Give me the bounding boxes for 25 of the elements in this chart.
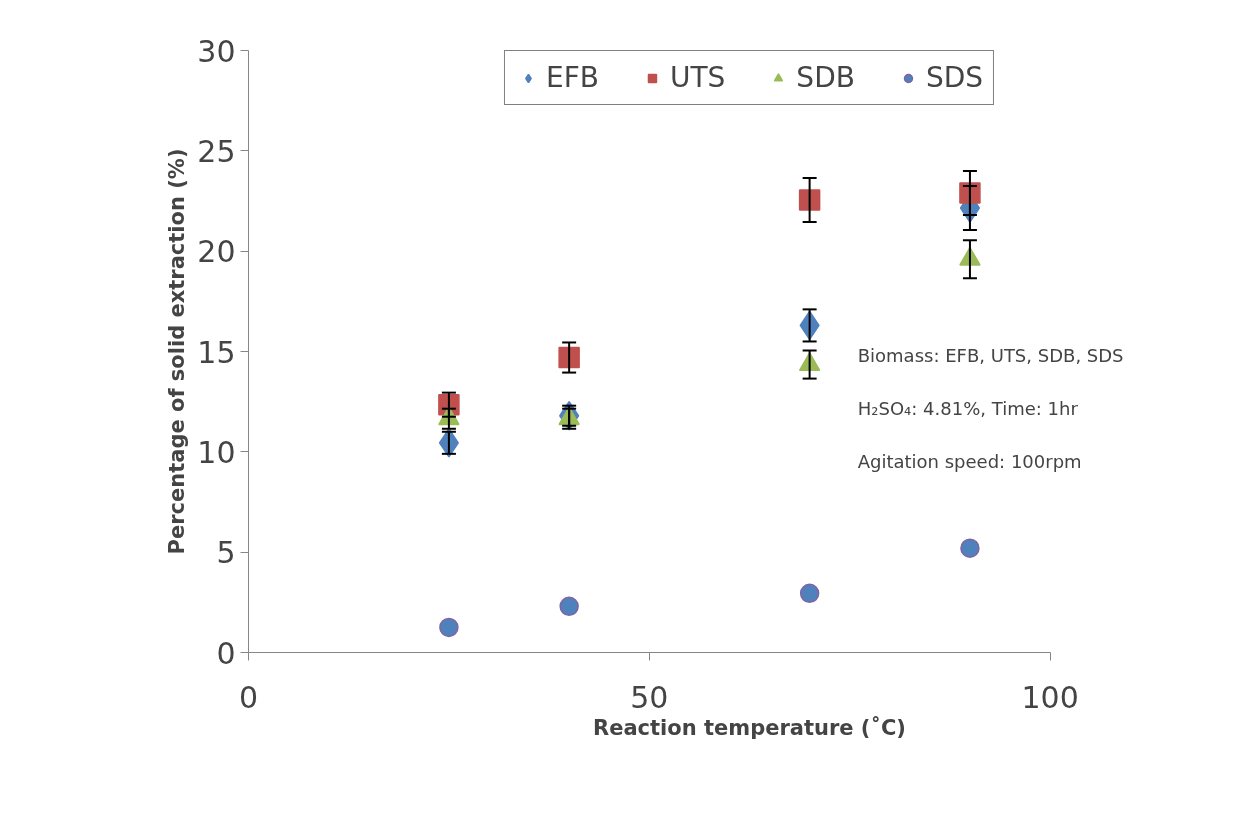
point — [558, 346, 580, 369]
point — [798, 189, 821, 211]
legend-label: SDS — [925, 61, 984, 94]
y-tick-label: 10 — [197, 434, 236, 470]
point — [960, 538, 980, 558]
y-tick-label: 0 — [216, 635, 236, 671]
point — [559, 596, 579, 617]
point — [799, 583, 820, 604]
point — [439, 617, 459, 638]
x-tick-label: 50 — [630, 679, 669, 715]
y-axis-title: Percentage of solid extraction (%) — [165, 148, 190, 555]
y-tick-label: 25 — [197, 133, 236, 169]
x-tick-label: 0 — [238, 679, 259, 715]
annotation: H₂SO₄: 4.81%, Time: 1hr — [857, 397, 1079, 419]
annotation: Agitation speed: 100rpm — [857, 450, 1082, 472]
y-tick-label: 15 — [197, 334, 236, 370]
x-axis-title: Reaction temperature (˚C) — [593, 715, 906, 740]
x-tick-label: 100 — [1021, 679, 1079, 715]
y-tick-label: 30 — [197, 33, 236, 69]
annotation: Biomass: EFB, UTS, SDB, SDS — [857, 344, 1124, 366]
y-tick-label: 20 — [197, 234, 236, 270]
legend-label: UTS — [669, 61, 726, 94]
legend-label: SDB — [796, 61, 855, 94]
legend-label: EFB — [545, 61, 599, 94]
y-tick-label: 5 — [216, 535, 236, 571]
